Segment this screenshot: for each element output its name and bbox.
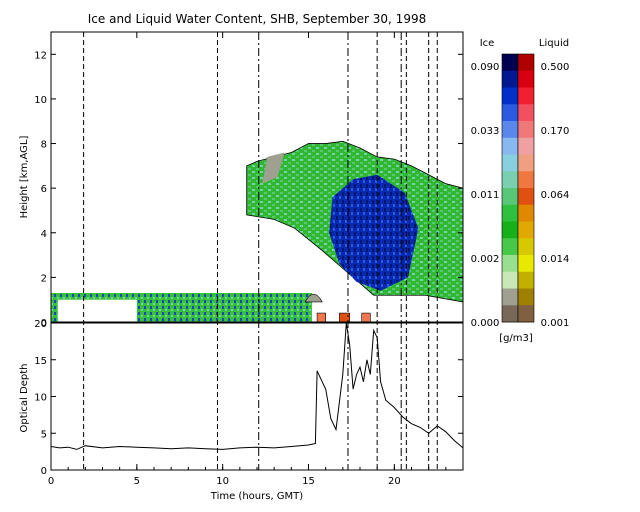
colorbar-liquid-swatch xyxy=(518,154,534,172)
colorbar-units: [g/m3] xyxy=(499,333,533,344)
colorbar-ice-swatch xyxy=(502,171,518,189)
colorbar-liquid-swatch xyxy=(518,255,534,273)
chart-title: Ice and Liquid Water Content, SHB, Septe… xyxy=(88,12,426,26)
optical-depth-plot xyxy=(51,323,463,450)
top-panel-frame xyxy=(50,31,464,323)
ice-cloud-core xyxy=(329,174,419,291)
colorbar-liquid-swatch xyxy=(518,137,534,155)
colorbar-liquid-swatch xyxy=(518,188,534,206)
colorbar-liquid-tick: 0.014 xyxy=(541,254,570,265)
colorbars: Ice 0.090 0.033 0.011 0.002 0.000 Liquid 0.500 0… xyxy=(471,38,570,329)
colorbar-ice-swatch xyxy=(502,238,518,256)
colorbar-liquid-tick: 0.001 xyxy=(541,318,570,329)
colorbar-liquid-swatch xyxy=(518,104,534,122)
colorbar-liquid-swatch xyxy=(518,121,534,139)
colorbar-liquid-swatch xyxy=(518,305,534,323)
colorbar-ice-swatch xyxy=(502,54,518,72)
colorbar-liquid-swatch xyxy=(518,87,534,105)
liquid-layer-gap xyxy=(57,299,137,322)
y-tick-label-optical-depth: 5 xyxy=(41,429,47,440)
y-tick-label-height: 2 xyxy=(41,273,47,284)
colorbar-ice-tick: 0.033 xyxy=(471,126,500,137)
y-tick-label-height: 10 xyxy=(34,95,47,106)
y-tick-label-optical-depth: 15 xyxy=(34,356,47,367)
cloud-base-gap xyxy=(377,299,446,322)
colorbar-liquid-frame xyxy=(517,53,535,323)
colorbar-liquid-swatch xyxy=(518,271,534,289)
y-tick-label-optical-depth: 10 xyxy=(34,393,47,404)
colorbar-liquid-swatch xyxy=(518,171,534,189)
colorbar-ice-title: Ice xyxy=(480,38,495,49)
y-tick-label-height: 12 xyxy=(34,50,47,61)
colorbar-ice-swatch xyxy=(502,87,518,105)
y-tick-label-height: 8 xyxy=(41,140,47,151)
colorbar-ice-swatch xyxy=(502,288,518,306)
colorbar-liquid-tick: 0.500 xyxy=(541,62,570,73)
x-tick-label: 5 xyxy=(134,476,140,487)
x-tick-label: 10 xyxy=(216,476,229,487)
colorbar-liquid-swatch xyxy=(518,238,534,256)
liquid-cell xyxy=(339,312,350,322)
colorbar-ice-tick: 0.090 xyxy=(471,62,500,73)
y-tick-label-height: 0 xyxy=(41,318,47,329)
colorbar-liquid-swatch xyxy=(518,288,534,306)
colorbar-liquid-swatch xyxy=(518,204,534,222)
colorbar-ice-swatch xyxy=(502,104,518,122)
colorbar-ice-swatch xyxy=(502,154,518,172)
colorbar-ice-swatch xyxy=(502,204,518,222)
vertical-markers xyxy=(83,32,438,470)
x-tick-label: 0 xyxy=(48,476,54,487)
colorbar-ice-tick: 0.000 xyxy=(471,318,500,329)
y-tick-label-height: 4 xyxy=(41,229,47,240)
colorbar-liquid-swatch xyxy=(518,54,534,72)
cloud-top-patch xyxy=(262,152,285,184)
colorbar-ice-tick: 0.002 xyxy=(471,254,500,265)
y-axis-label-height: Height [km,AGL] xyxy=(19,136,30,219)
colorbar-liquid-swatch xyxy=(518,70,534,88)
y-tick-label-optical-depth: 20 xyxy=(34,319,47,330)
y-axis-label-optical-depth: Optical Depth xyxy=(19,364,30,433)
colorbar-ice-swatch xyxy=(502,70,518,88)
x-tick-label: 20 xyxy=(388,476,401,487)
colorbar-liquid-tick: 0.064 xyxy=(541,190,570,201)
colorbar-liquid-swatch xyxy=(518,221,534,239)
x-axis-label: Time (hours, GMT) xyxy=(210,491,304,502)
colorbar-ice-swatch xyxy=(502,137,518,155)
optical-depth-series xyxy=(51,323,463,450)
y-tick-label-optical-depth: 0 xyxy=(41,466,47,477)
liquid-cell xyxy=(316,312,326,322)
colorbar-ice-tick: 0.011 xyxy=(471,190,500,201)
y-tick-label-height: 6 xyxy=(41,184,47,195)
colorbar-liquid-tick: 0.170 xyxy=(541,126,570,137)
colorbar-ice-swatch xyxy=(502,188,518,206)
low-cloud-hump xyxy=(304,293,323,303)
x-tick-label: 15 xyxy=(302,476,315,487)
colorbar-ice-swatch xyxy=(502,221,518,239)
colorbar-liquid-title: Liquid xyxy=(539,38,569,49)
liquid-cell xyxy=(361,312,371,322)
colorbar-ice-swatch xyxy=(502,121,518,139)
colorbar-ice-swatch xyxy=(502,305,518,323)
colorbar-ice-swatch xyxy=(502,255,518,273)
colorbar-ice-swatch xyxy=(502,271,518,289)
